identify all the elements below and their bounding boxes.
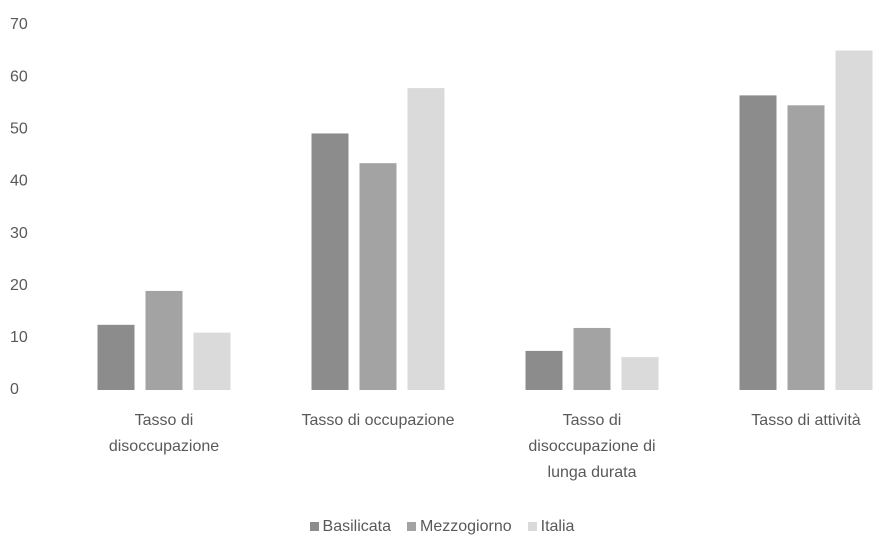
legend-label: Italia [540,518,575,535]
bar [145,290,183,390]
legend-item: Italia [527,518,575,536]
y-tick-label: 10 [10,329,28,346]
x-tick-label: Tasso di disoccupazione [108,412,220,455]
bar [621,357,659,390]
y-tick-label: 40 [10,173,28,190]
legend-swatch [527,522,537,531]
bar [739,95,777,391]
y-tick-label: 60 [10,68,28,85]
y-tick-label: 70 [10,16,28,33]
bar [573,327,611,390]
x-tick-label: Tasso di attività [751,412,861,429]
legend-item: Basilicata [309,518,392,536]
y-tick-label: 20 [10,277,28,294]
legend-label: Basilicata [322,518,392,535]
y-tick-label: 0 [10,381,19,398]
bar [193,332,231,390]
legend-swatch [309,522,319,531]
y-tick-label: 30 [10,225,28,242]
bar [525,350,563,390]
y-tick-label: 50 [10,121,28,138]
bar [407,88,445,390]
legend-swatch [407,522,417,531]
x-tick-label: Tasso di occupazione [301,412,455,429]
x-tick-label: Tasso di disoccupazione di lunga durata [528,412,656,481]
bar [311,133,349,390]
legend-item: Mezzogiorno [407,518,512,536]
legend-label: Mezzogiorno [420,518,512,535]
bar [359,163,397,390]
legend: Basilicata Mezzogiorno Italia [0,518,884,536]
bar [835,50,873,391]
bar [787,105,825,391]
bar [97,324,135,390]
